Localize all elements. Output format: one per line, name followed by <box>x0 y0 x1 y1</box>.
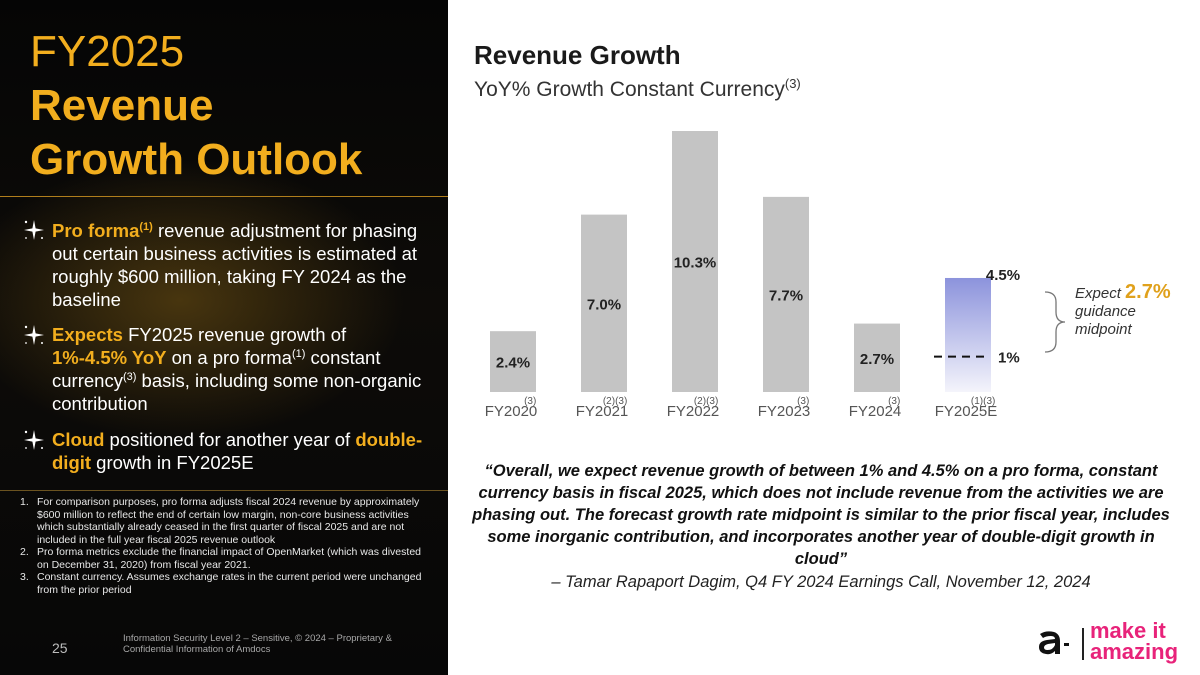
bullet-expects: Expects FY2025 revenue growth of 1%-4.5%… <box>52 323 424 415</box>
sparkle-icon <box>24 430 44 450</box>
bullet-2-text-d: basis, including some non-organic contri… <box>52 370 422 414</box>
chart-title: Revenue Growth <box>474 40 681 70</box>
brand-separator <box>1082 628 1084 660</box>
bar-value-label-fy2022: 10.3% <box>674 255 717 272</box>
category-label-fy2025e: FY2025E <box>935 403 998 420</box>
bullet-1-sup: (1) <box>139 220 153 233</box>
divider-top <box>0 196 448 197</box>
ceo-quote: “Overall, we expect revenue growth of be… <box>472 462 1170 568</box>
chart-subtitle: YoY% Growth Constant Currency(3) <box>474 76 801 102</box>
footnote-3-number: 3. <box>20 571 29 583</box>
title-growth-outlook: Growth Outlook <box>30 135 363 184</box>
brand-line-1: make it <box>1090 618 1166 643</box>
annotation-value: 2.7% <box>1125 281 1171 303</box>
bullet-cloud: Cloud positioned for another year of dou… <box>52 428 424 474</box>
bullet-2-text-a: FY2025 revenue growth of <box>122 324 347 345</box>
title-revenue: Revenue <box>30 81 214 130</box>
bullet-2-sup-1: (1) <box>291 347 306 360</box>
bullet-3-text-b: growth in FY2025E <box>91 452 254 473</box>
bullet-3-highlight: Cloud <box>52 429 105 450</box>
divider-bottom <box>0 490 448 491</box>
bar-fy2021 <box>581 214 627 392</box>
amdocs-logo-icon <box>1039 631 1069 655</box>
page-number: 25 <box>52 640 68 656</box>
bullet-2-highlight: Expects <box>52 324 123 345</box>
category-label-fy2024: FY2024 <box>849 403 902 420</box>
category-sup-fy2020: (3) <box>524 396 536 407</box>
category-sup-fy2025e: (1)(3) <box>971 396 995 407</box>
footnotes: 1. For comparison purposes, pro forma adj… <box>20 496 430 596</box>
bullet-2-sup-3: (3) <box>122 370 137 383</box>
quote-attribution: – Tamar Rapaport Dagim, Q4 FY 2024 Earni… <box>551 573 1091 591</box>
bar-value-label-fy2024: 2.7% <box>860 351 894 368</box>
footnote-1: 1. For comparison purposes, pro forma adj… <box>20 496 430 546</box>
footnote-2-text: Pro forma metrics exclude the financial … <box>37 546 421 571</box>
annotation-prefix: Expect <box>1075 285 1126 302</box>
bullet-2-text-c: constant currency <box>52 347 381 391</box>
bullet-2-range: 1%-4.5% YoY <box>52 347 167 368</box>
annotation-line-3: midpoint <box>1075 321 1132 338</box>
confidentiality-notice: Information Security Level 2 – Sensitive… <box>123 633 392 655</box>
bar-value-label-fy2021: 7.0% <box>587 296 621 313</box>
bar-fy2020 <box>490 331 536 392</box>
footnote-2-number: 2. <box>20 546 29 558</box>
bullet-1-text: revenue adjustment for phasing out certa… <box>52 220 418 310</box>
bar-value-label-fy2023: 7.7% <box>769 287 803 304</box>
category-sup-fy2022: (2)(3) <box>694 396 718 407</box>
range-low-label: 1% <box>998 350 1020 367</box>
footnote-2: 2. Pro forma metrics exclude the financia… <box>20 546 430 571</box>
footnote-3-text: Constant currency. Assumes exchange rate… <box>37 571 422 596</box>
category-label-fy2021: FY2021 <box>576 403 629 420</box>
bar-fy2022 <box>672 131 718 392</box>
sparkle-icon <box>24 220 44 240</box>
title-year: FY2025 <box>30 27 185 76</box>
footnote-1-number: 1. <box>20 496 29 508</box>
bullet-3-double-digit: double-digit <box>52 429 423 473</box>
category-sup-fy2021: (2)(3) <box>603 396 627 407</box>
footnote-3: 3. Constant currency. Assumes exchange ra… <box>20 571 430 596</box>
bullet-1-highlight: Pro forma <box>52 220 140 241</box>
sparkle-icon <box>24 325 44 345</box>
bullet-3-text-a: positioned for another year of <box>104 429 356 450</box>
footnote-1-text: For comparison purposes, pro forma adjus… <box>37 496 420 546</box>
brand-slogan: make it amazing <box>1090 618 1179 664</box>
bar-value-label-fy2020: 2.4% <box>496 355 530 372</box>
category-label-fy2022: FY2022 <box>667 403 720 420</box>
left-panel: FY2025 Revenue Growth Outlook Pro forma(… <box>0 0 448 675</box>
annotation-line-2: guidance <box>1075 303 1136 320</box>
bar-fy2024 <box>854 323 900 392</box>
bullet-pro-forma: Pro forma(1) revenue adjustment for phas… <box>52 219 424 311</box>
bullet-2-text-b: on a pro forma <box>166 347 292 368</box>
brand-line-2: amazing <box>1090 639 1179 664</box>
annotation-line-1: Expect 2.7% <box>1075 281 1195 303</box>
bar-fy2025e <box>945 277 991 392</box>
chart-subtitle-sup: (3) <box>784 76 801 91</box>
category-label-fy2023: FY2023 <box>758 403 811 420</box>
category-sup-fy2024: (3) <box>888 396 900 407</box>
bar-value-label-fy2025e: 4.5% <box>986 267 1020 284</box>
bar-fy2023 <box>763 196 809 392</box>
category-sup-fy2023: (3) <box>797 396 809 407</box>
guidance-annotation: Expect 2.7% guidance midpoint <box>1075 281 1195 339</box>
category-label-fy2020: FY2020 <box>485 403 538 420</box>
chart-subtitle-text: YoY% Growth Constant Currency <box>474 78 785 101</box>
guidance-brace <box>1044 291 1066 353</box>
